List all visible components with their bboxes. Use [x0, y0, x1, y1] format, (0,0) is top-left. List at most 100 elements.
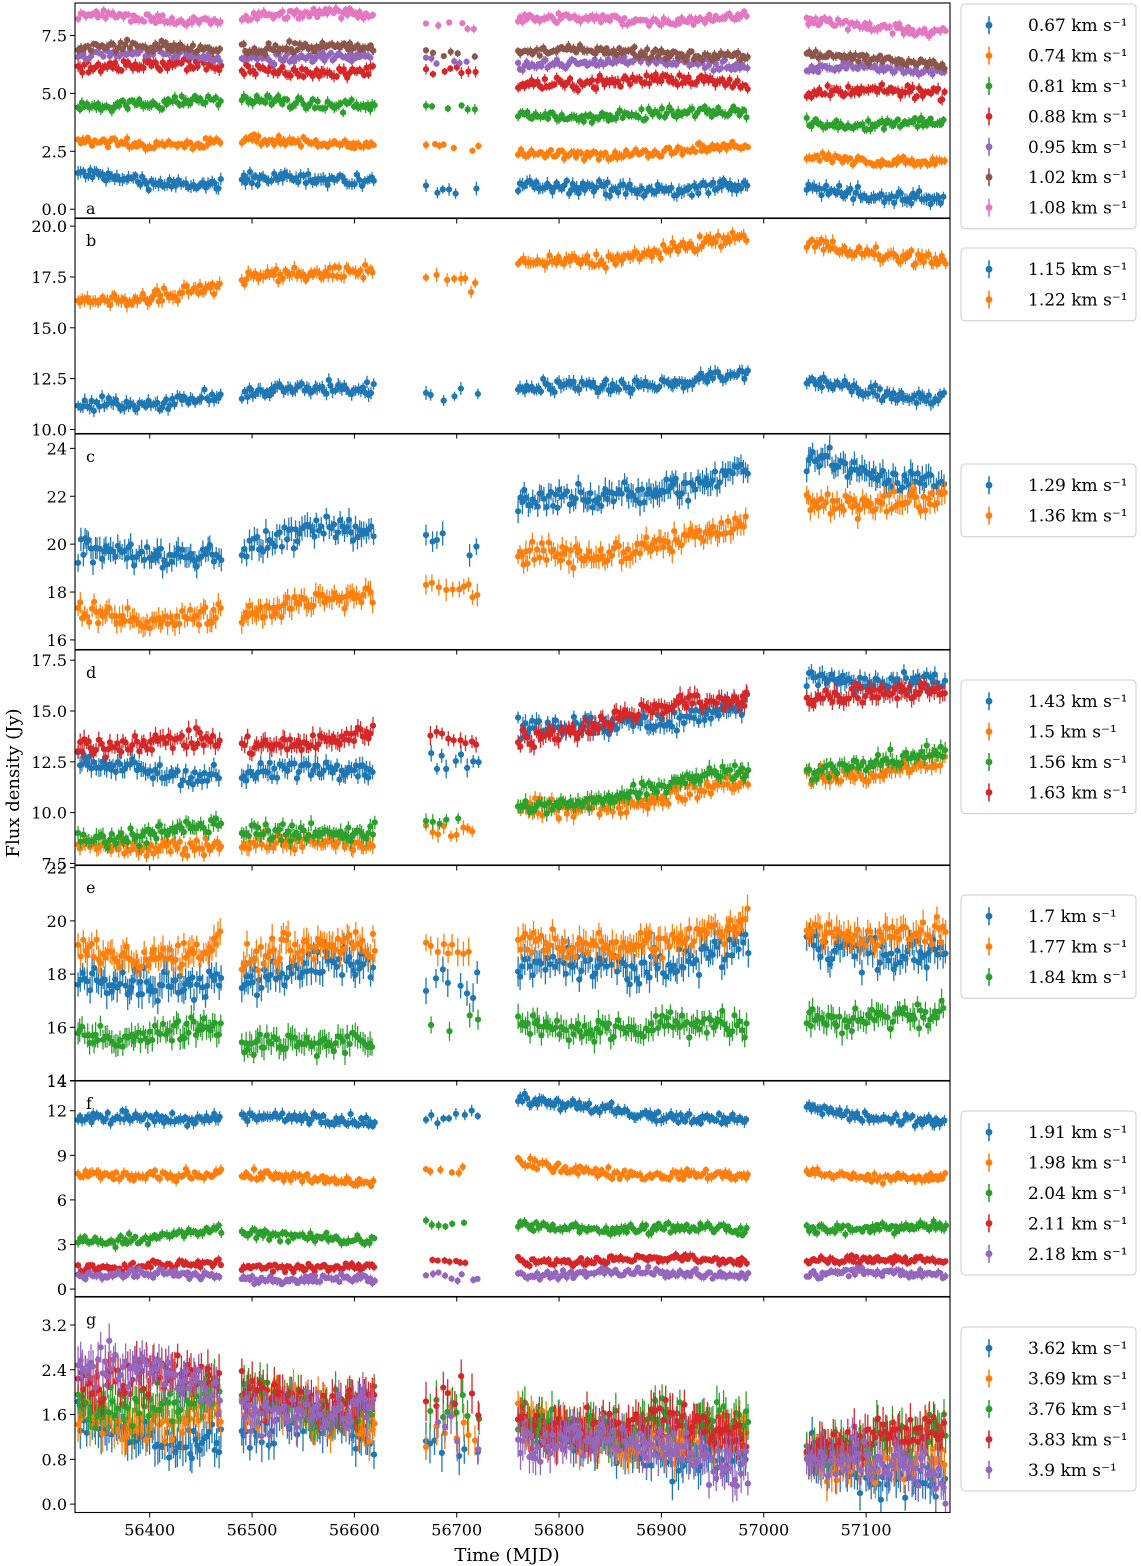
data-point — [309, 96, 316, 103]
data-point — [622, 190, 629, 197]
data-point — [926, 161, 934, 168]
data-point — [197, 95, 204, 102]
data-point — [335, 8, 342, 15]
data-point — [446, 19, 453, 26]
data-point — [914, 123, 921, 130]
data-point — [908, 200, 915, 207]
y-tick-label: 5.0 — [42, 84, 67, 103]
data-point — [536, 52, 543, 59]
data-point — [422, 66, 430, 73]
data-point — [660, 49, 667, 56]
data-point — [326, 264, 333, 271]
data-point — [300, 73, 307, 80]
data-point — [812, 48, 819, 55]
data-point — [75, 15, 82, 22]
data-point — [428, 55, 435, 62]
data-point — [519, 19, 526, 26]
data-point — [452, 190, 459, 197]
data-point — [863, 52, 870, 59]
data-point — [542, 111, 549, 118]
data-point — [264, 67, 272, 75]
data-point — [429, 49, 437, 56]
data-point — [112, 136, 119, 143]
data-point — [370, 177, 377, 184]
data-point — [674, 81, 681, 88]
data-point — [701, 103, 708, 110]
data-point — [744, 182, 751, 189]
data-point — [688, 192, 696, 199]
data-point — [162, 39, 169, 46]
data-point — [439, 186, 446, 193]
data-point — [713, 110, 720, 117]
data-point — [298, 380, 305, 387]
data-point — [271, 61, 278, 68]
data-point — [658, 105, 666, 112]
data-point — [744, 86, 751, 93]
data-point — [278, 384, 285, 391]
panel-a: 0.0 2.5 5.0 7.5 a — [42, 2, 951, 224]
data-point — [909, 84, 916, 91]
data-point — [913, 399, 920, 407]
data-point — [124, 135, 131, 142]
data-point — [682, 78, 689, 85]
data-point — [692, 148, 699, 155]
data-point — [744, 367, 752, 374]
data-point — [743, 114, 750, 121]
data-point — [100, 53, 107, 60]
data-point — [196, 282, 204, 289]
data-point — [433, 60, 440, 67]
data-point — [154, 399, 161, 406]
data-point — [351, 145, 358, 152]
data-point — [367, 42, 374, 49]
data-point — [202, 99, 209, 106]
data-point — [244, 394, 251, 401]
series-a-6 — [75, 3, 949, 41]
data-point — [570, 378, 577, 385]
data-point — [604, 179, 611, 186]
data-point — [635, 113, 642, 121]
data-point — [941, 88, 948, 95]
data-point — [463, 58, 470, 65]
data-point — [181, 144, 188, 151]
data-point — [818, 384, 825, 391]
data-point — [429, 71, 437, 78]
data-point — [740, 107, 748, 114]
panel-a-points — [75, 3, 949, 211]
data-point — [422, 182, 430, 189]
data-point — [533, 178, 540, 186]
data-point — [168, 15, 176, 22]
data-point — [142, 403, 150, 410]
data-point — [244, 176, 251, 183]
data-point — [888, 193, 895, 200]
data-point — [322, 105, 329, 112]
data-point — [447, 65, 454, 72]
data-point — [942, 27, 949, 34]
data-point — [447, 48, 454, 55]
data-point — [803, 114, 810, 121]
data-point — [353, 171, 360, 178]
data-point — [275, 133, 282, 140]
data-point — [854, 183, 862, 190]
data-point — [621, 15, 628, 22]
data-point — [458, 69, 465, 77]
data-point — [422, 20, 430, 27]
data-point — [302, 179, 309, 187]
data-point — [876, 385, 884, 393]
data-point — [297, 143, 305, 150]
data-point — [813, 91, 820, 98]
data-point — [839, 383, 846, 390]
data-point — [821, 90, 829, 97]
data-point — [537, 388, 545, 395]
data-point — [894, 116, 902, 123]
data-point — [356, 176, 363, 184]
data-point — [327, 49, 334, 57]
data-point — [812, 15, 819, 22]
data-point — [886, 23, 893, 30]
data-point — [832, 22, 839, 29]
data-point — [238, 395, 245, 402]
data-point — [174, 297, 181, 304]
data-point — [242, 94, 249, 101]
data-point — [333, 73, 340, 80]
data-point — [422, 54, 430, 61]
